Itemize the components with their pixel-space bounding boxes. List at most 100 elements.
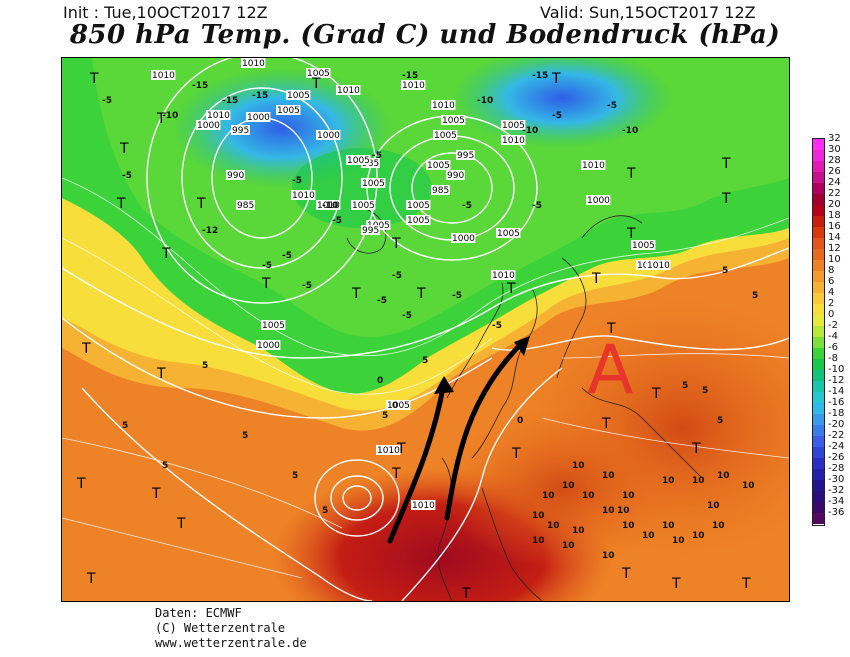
color-scale-cell xyxy=(813,359,824,370)
color-scale-cell xyxy=(813,425,824,436)
isobar-label-box xyxy=(411,500,436,510)
temp-label: -5 xyxy=(452,291,462,301)
color-scale-cell xyxy=(813,491,824,502)
color-scale-cell xyxy=(813,414,824,425)
low-center-marker: T xyxy=(86,571,96,587)
low-center-marker: T xyxy=(351,286,361,302)
isobar-label: 1010 xyxy=(207,111,230,121)
isobar-label-box xyxy=(386,400,411,410)
arrow-heads xyxy=(434,336,530,394)
temp-label: -10 xyxy=(477,96,493,106)
temp-label: 10 xyxy=(642,531,655,541)
isobar-label: 1005 xyxy=(287,91,310,101)
temp-label: 10 xyxy=(562,481,575,491)
color-scale-label: -34 xyxy=(828,496,845,507)
isobar-label: 1000 xyxy=(247,113,270,123)
temp-label: 10 xyxy=(662,476,675,486)
color-scale xyxy=(812,138,825,526)
color-scale-cell xyxy=(813,326,824,337)
isobar-label: 995 xyxy=(457,151,474,161)
flow-arrow-east xyxy=(444,340,525,521)
temp-label: 10 xyxy=(692,531,705,541)
isobar-label-box xyxy=(316,130,341,140)
temp-label: 5 xyxy=(717,416,723,426)
low-center-marker: T xyxy=(196,196,206,212)
isobar-label: 1010 xyxy=(242,59,265,69)
temp-label: -15 xyxy=(252,91,268,101)
isobar-label-box xyxy=(151,70,176,80)
credits: Daten: ECMWF (C) Wetterzentrale www.wett… xyxy=(155,606,307,651)
color-scale-label: 12 xyxy=(828,243,841,254)
low-center-marker: T xyxy=(116,196,126,212)
isobar-label: 1005 xyxy=(347,156,370,166)
temp-label: 5 xyxy=(382,411,388,421)
isobar-label-box xyxy=(206,110,231,120)
credit-url: www.wetterzentrale.de xyxy=(155,636,307,650)
low-center-marker: T xyxy=(626,226,636,242)
arrow-head-east xyxy=(514,336,530,356)
credit-copyright: (C) Wetterzentrale xyxy=(155,621,286,635)
color-scale-label: 14 xyxy=(828,232,841,243)
isobar-label-box xyxy=(246,112,271,122)
color-scale-label: -30 xyxy=(828,474,845,485)
isobar-label: 1010 xyxy=(292,191,315,201)
isobar-label-box xyxy=(406,200,431,210)
low-center-marker: T xyxy=(416,286,426,302)
warm-core-central xyxy=(442,408,682,568)
isobar-label: 1005 xyxy=(407,216,430,226)
temp-label: 0 xyxy=(377,376,383,386)
low-center-marker: T xyxy=(396,441,406,457)
isobar-label-box xyxy=(581,160,606,170)
temp-label: -5 xyxy=(377,296,387,306)
isobar-label-box xyxy=(351,200,376,210)
isobar-label: 1000 xyxy=(587,196,610,206)
color-scale-label: 0 xyxy=(828,309,835,320)
temp-label: -5 xyxy=(302,281,312,291)
temp-label: -5 xyxy=(122,171,132,181)
color-scale-label: -36 xyxy=(828,507,845,518)
color-scale-cell xyxy=(813,249,824,260)
temp-label: -5 xyxy=(262,261,272,271)
isobar-label: 1010 xyxy=(402,81,425,91)
low-center-marker: T xyxy=(506,281,516,297)
temp-label: -5 xyxy=(292,176,302,186)
isobar-label-box xyxy=(261,320,286,330)
high-pressure-marker: A xyxy=(587,331,634,410)
isobar-label: 1010 xyxy=(152,71,175,81)
low-center-marker: T xyxy=(691,441,701,457)
isobar-label: 995 xyxy=(362,226,379,236)
temp-labels: -5 -15 -15 -15 -10 -5 -5 -10 -5 -5 -15 -10 -15 -5 -5 -1… xyxy=(102,71,758,561)
temp-label: 5 xyxy=(322,506,328,516)
isobar-label: 1005 xyxy=(277,106,300,116)
weather-map: A 1010 1005 1005 1010 1010 1005 1010 1010 1000 99… xyxy=(61,57,790,602)
isobar-label: 1010 xyxy=(492,271,515,281)
isobar-label-box xyxy=(446,170,465,180)
isobar-label-box xyxy=(256,340,281,350)
isobar-label-box xyxy=(286,90,311,100)
isobar-label: 985 xyxy=(237,201,254,211)
isobar-label: 1000 xyxy=(452,234,475,244)
color-scale-label: 16 xyxy=(828,221,841,232)
temp-label: 10 xyxy=(532,511,545,521)
color-scale-label: 8 xyxy=(828,265,835,276)
temp-label: 10 xyxy=(622,491,635,501)
color-scale-cell xyxy=(813,513,824,524)
color-scale-label: 24 xyxy=(828,177,841,188)
color-scale-cell xyxy=(813,150,824,161)
isobar-label: 985 xyxy=(362,159,379,169)
color-scale-label: -4 xyxy=(828,331,838,342)
temp-label: 5 xyxy=(422,356,428,366)
color-scale-cell xyxy=(813,458,824,469)
isobar-label: 1010 xyxy=(582,161,605,171)
color-scale-cell xyxy=(813,216,824,227)
flow-arrows xyxy=(387,340,525,544)
isobar-label-box xyxy=(401,80,426,90)
color-scale-cell xyxy=(813,194,824,205)
temp-label: -5 xyxy=(372,151,382,161)
low-center-marker: T xyxy=(161,246,171,262)
temp-label: -5 xyxy=(282,251,292,261)
isobar-label-box xyxy=(646,260,671,270)
isobar-label: 1000 xyxy=(257,341,280,351)
temp-label: 10 xyxy=(602,551,615,561)
color-scale-cell xyxy=(813,172,824,183)
